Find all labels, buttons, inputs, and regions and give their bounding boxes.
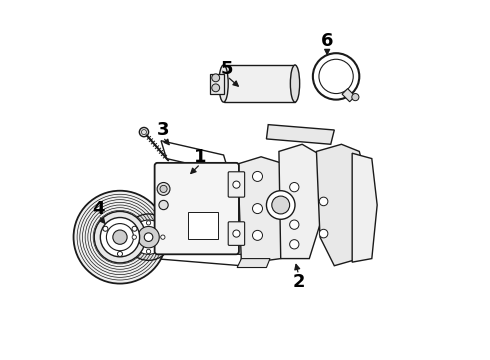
FancyBboxPatch shape	[228, 172, 245, 197]
Circle shape	[290, 240, 299, 249]
Text: 2: 2	[293, 273, 305, 291]
Circle shape	[267, 191, 295, 219]
Text: 1: 1	[194, 148, 207, 166]
Bar	[342, 89, 355, 102]
Circle shape	[319, 229, 328, 238]
Circle shape	[352, 94, 359, 101]
Circle shape	[147, 221, 151, 225]
Polygon shape	[267, 125, 334, 144]
Circle shape	[319, 197, 328, 206]
Circle shape	[161, 235, 165, 239]
Bar	[223, 65, 295, 102]
Polygon shape	[237, 258, 270, 267]
Ellipse shape	[291, 65, 300, 102]
Circle shape	[233, 230, 240, 237]
Circle shape	[252, 203, 263, 213]
Circle shape	[159, 201, 168, 210]
Circle shape	[252, 171, 263, 181]
Circle shape	[144, 233, 153, 242]
Circle shape	[118, 251, 122, 256]
Circle shape	[147, 249, 151, 253]
Polygon shape	[161, 141, 229, 173]
Circle shape	[290, 220, 299, 229]
Circle shape	[139, 127, 148, 137]
Circle shape	[74, 191, 167, 284]
FancyBboxPatch shape	[155, 163, 239, 254]
Circle shape	[131, 220, 166, 254]
Circle shape	[157, 183, 170, 195]
Bar	[210, 73, 223, 94]
Circle shape	[212, 74, 220, 82]
Circle shape	[233, 181, 240, 188]
Circle shape	[212, 84, 220, 92]
Circle shape	[290, 183, 299, 192]
Circle shape	[252, 230, 263, 240]
Circle shape	[125, 214, 172, 260]
Text: 3: 3	[157, 121, 169, 139]
Bar	[188, 212, 218, 239]
Text: 5: 5	[221, 60, 233, 78]
Circle shape	[103, 226, 108, 231]
Polygon shape	[279, 144, 327, 258]
Polygon shape	[238, 157, 295, 264]
Circle shape	[160, 185, 167, 193]
Circle shape	[319, 59, 353, 94]
Circle shape	[100, 217, 140, 257]
Circle shape	[138, 226, 159, 248]
FancyBboxPatch shape	[228, 222, 245, 246]
Circle shape	[94, 211, 146, 263]
Circle shape	[272, 196, 290, 214]
Circle shape	[113, 230, 127, 244]
Polygon shape	[154, 248, 248, 266]
Polygon shape	[352, 153, 377, 262]
Polygon shape	[317, 144, 367, 266]
Text: 4: 4	[92, 199, 105, 217]
Circle shape	[313, 53, 359, 100]
Text: 6: 6	[321, 32, 333, 50]
Ellipse shape	[219, 65, 228, 102]
Circle shape	[132, 235, 136, 239]
Circle shape	[132, 226, 137, 231]
